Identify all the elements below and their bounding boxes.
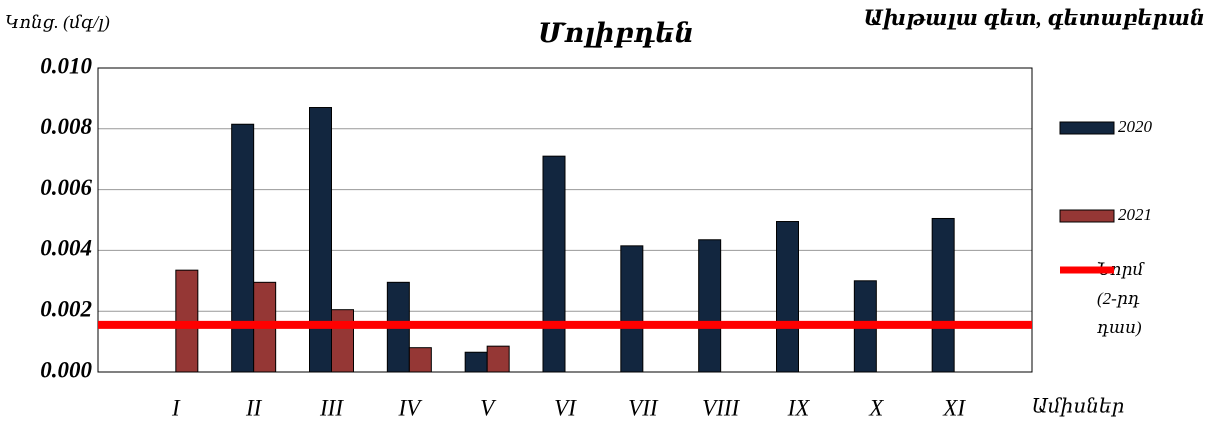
bar <box>698 239 722 373</box>
chart-subtitle: Ախթալա գետ, գետաբերան <box>864 6 1206 30</box>
y-axis-label: Կոնց. (մգ/լ) <box>5 12 110 33</box>
legend-swatch <box>1059 209 1115 223</box>
bar <box>464 351 488 373</box>
x-tick-label: I <box>171 395 181 420</box>
bar <box>486 345 510 373</box>
x-tick-label: II <box>245 395 263 420</box>
legend-label: 2020 <box>1118 117 1153 136</box>
y-tick-label: 0.002 <box>40 296 92 321</box>
y-tick-label: 0.000 <box>40 357 92 382</box>
x-tick-label: X <box>868 395 884 420</box>
bar <box>331 309 354 373</box>
bar <box>408 347 432 373</box>
bar <box>776 221 799 373</box>
y-tick-label: 0.004 <box>40 236 92 261</box>
x-axis-label: Ամիսներ <box>1032 396 1125 418</box>
legend-label: Նորմ (2-րդ դաս) <box>1097 260 1144 337</box>
legend-swatch <box>1059 121 1115 135</box>
bar <box>931 217 955 373</box>
norm-legend-box: Նորմ (2-րդ դաս) <box>1097 260 1144 337</box>
legend-label: 2021 <box>1118 205 1152 224</box>
chart-title: Մոլիբդեն <box>538 18 694 48</box>
y-tick-label: 0.010 <box>40 53 92 78</box>
x-tick-label: VII <box>628 395 659 420</box>
x-tick-label: IX <box>787 395 811 420</box>
bar <box>309 107 332 373</box>
x-tick-label: V <box>480 395 497 420</box>
x-tick-label: VI <box>554 395 577 420</box>
x-tick-label: XI <box>942 395 966 420</box>
y-tick-label: 0.006 <box>40 175 92 200</box>
bar <box>542 155 566 373</box>
bar <box>620 245 644 373</box>
x-tick-label: III <box>319 395 344 420</box>
x-tick-label: VIII <box>702 395 740 420</box>
bar <box>231 123 255 373</box>
y-tick-label: 0.008 <box>40 114 92 139</box>
x-tick-label: IV <box>397 395 423 420</box>
